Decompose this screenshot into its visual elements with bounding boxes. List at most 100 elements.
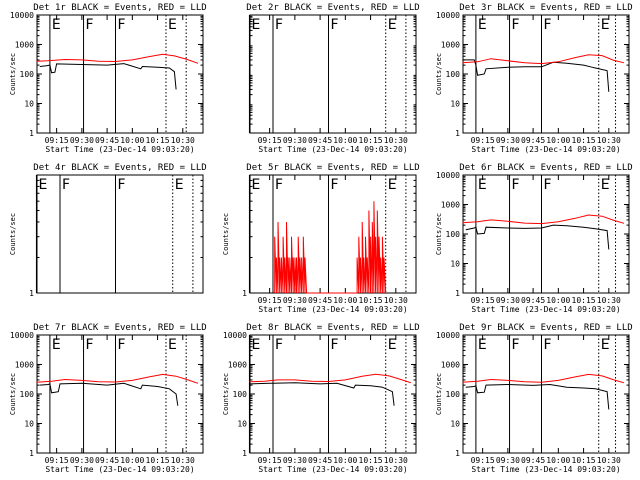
lld-series [462,214,625,225]
x-tick-label: 10:30 [597,296,621,305]
y-axis-label: Counts/sec [9,53,17,95]
panel-title: Det 1r BLACK = Events, RED = LLD [33,3,206,13]
x-tick-label: 10:30 [171,456,195,465]
x-tick-label: 09:15 [45,136,69,145]
x-tick-label: 10:30 [597,136,621,145]
marker-label: E [38,177,47,193]
x-tick-label: 10:00 [546,296,570,305]
marker-label: E [601,177,610,193]
panel-title: Det 3r BLACK = Events, RED = LLD [459,3,632,13]
x-tick-label: 10:15 [146,136,170,145]
marker-label: E [478,17,487,33]
x-tick-label: 09:45 [95,136,119,145]
x-tick-label: 10:00 [546,456,570,465]
marker-label: F [544,17,552,33]
marker-label: F [331,337,339,353]
y-tick-label: 10000 [436,11,460,20]
y-tick-label: 1 [242,289,247,298]
x-axis-label: Start Time (23-Dec-14 09:03:20) [258,305,407,314]
x-tick-label: 10:15 [359,456,383,465]
y-tick-label: 10 [24,420,34,429]
x-tick-label: 09:45 [308,456,332,465]
lld-series [36,53,199,64]
marker-label: F [275,337,283,353]
lld-series [274,201,387,294]
marker-label: E [52,17,61,33]
y-tick-label: 1000 [441,361,460,370]
x-axis-label: Start Time (23-Dec-14 09:03:20) [471,145,620,154]
y-tick-label: 10000 [10,11,34,20]
y-tick-label: 10000 [223,331,247,340]
y-tick-label: 1 [29,129,34,138]
x-tick-label: 09:30 [283,136,307,145]
x-tick-label: 10:30 [597,456,621,465]
panel-title: Det 7r BLACK = Events, RED = LLD [33,323,206,333]
marker-label: E [168,17,177,33]
x-tick-label: 10:15 [572,296,596,305]
y-axis-label: Counts/sec [435,373,443,415]
y-tick-label: 1 [242,449,247,458]
panel-title: Det 9r BLACK = Events, RED = LLD [459,323,632,333]
events-series [249,382,395,406]
x-tick-label: 09:30 [496,296,520,305]
x-tick-label: 09:30 [70,136,94,145]
lld-series [462,54,625,65]
marker-label: F [62,177,70,193]
y-tick-label: 10 [237,420,247,429]
panel-det-9r: Det 9r BLACK = Events, RED = LLD 1 10 100 10… [435,323,633,474]
events-series [462,59,610,92]
x-tick-label: 09:15 [258,456,282,465]
x-tick-label: 10:00 [120,456,144,465]
plot-frame [249,14,417,134]
x-tick-label: 09:45 [521,456,545,465]
lld-series [249,373,412,384]
x-tick-label: 09:30 [496,136,520,145]
y-tick-label: 100 [446,230,461,239]
y-tick-label: 1000 [441,41,460,50]
marker-label: F [331,177,339,193]
marker-label: E [251,17,260,33]
x-tick-label: 09:45 [521,136,545,145]
y-tick-label: 1 [455,289,460,298]
panel-title: Det 4r BLACK = Events, RED = LLD [33,163,206,173]
lld-series [36,373,199,384]
panel-title: Det 6r BLACK = Events, RED = LLD [459,163,632,173]
panel-det-5r: Det 5r BLACK = Events, RED = LLD 1 Counts/… [222,163,420,314]
y-tick-label: 100 [446,390,461,399]
marker-label: E [478,177,487,193]
x-tick-label: 10:15 [359,136,383,145]
y-axis-label: Counts/sec [435,53,443,95]
x-tick-label: 09:30 [496,456,520,465]
panel-title: Det 5r BLACK = Events, RED = LLD [246,163,419,173]
events-series [465,383,610,410]
x-tick-label: 09:30 [283,296,307,305]
marker-label: E [388,337,397,353]
marker-label: F [86,17,94,33]
x-tick-label: 09:15 [471,456,495,465]
x-tick-label: 10:15 [572,456,596,465]
y-tick-label: 1000 [441,201,460,210]
y-axis-label: Counts/sec [9,213,17,255]
panel-det-8r: Det 8r BLACK = Events, RED = LLD 1 10 100 10… [222,323,420,474]
x-tick-label: 09:15 [258,136,282,145]
x-axis-label: Start Time (23-Dec-14 09:03:20) [45,465,194,474]
marker-label: F [512,177,520,193]
x-axis-label: Start Time (23-Dec-14 09:03:20) [471,305,620,314]
marker-label: F [544,337,552,353]
y-axis-label: Counts/sec [222,213,230,255]
panel-det-4r: Det 4r BLACK = Events, RED = LLD 1 Counts/… [9,163,207,298]
events-series [39,382,179,406]
y-tick-label: 10000 [436,171,460,180]
x-tick-label: 10:15 [572,136,596,145]
x-tick-label: 10:15 [359,296,383,305]
marker-label: E [601,17,610,33]
y-tick-label: 10 [24,100,34,109]
marker-label: E [388,17,397,33]
y-tick-label: 100 [20,70,35,79]
marker-label: E [175,177,184,193]
y-axis-label: Counts/sec [222,373,230,415]
events-series [39,63,177,90]
x-tick-label: 10:00 [333,136,357,145]
x-tick-label: 10:15 [146,456,170,465]
